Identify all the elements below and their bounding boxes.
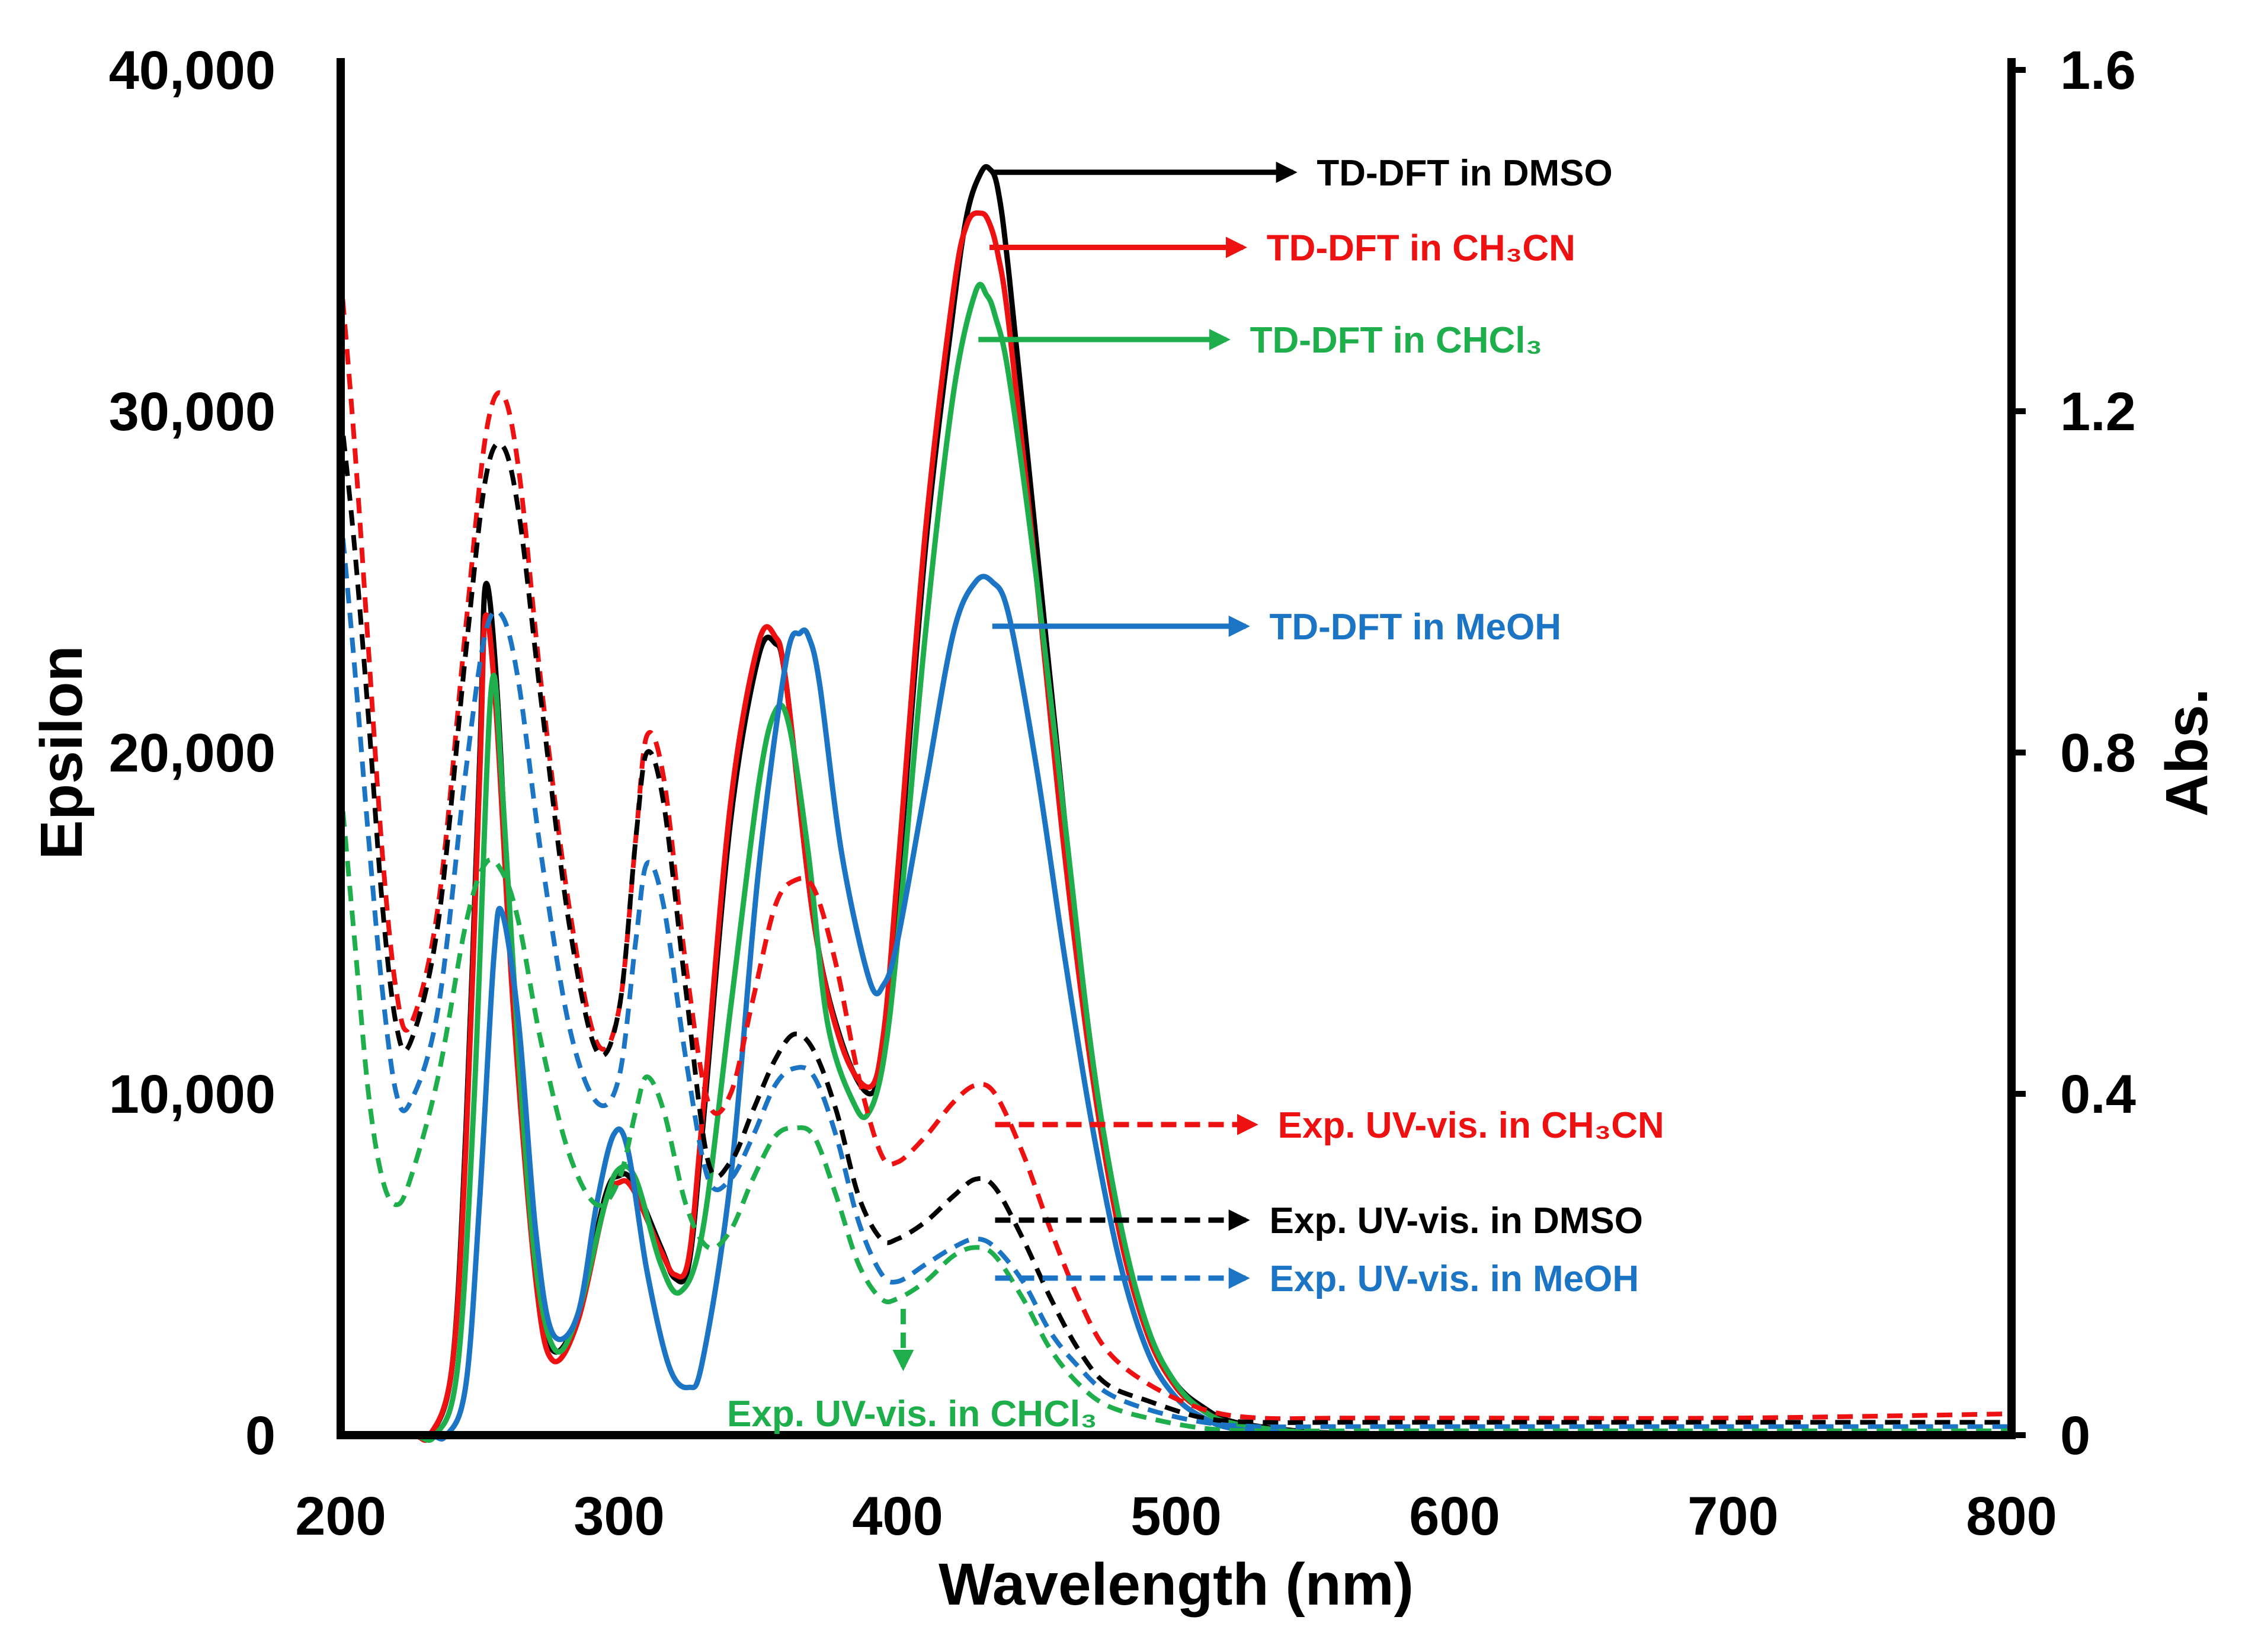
annotation-label-td-ch3cn: TD-DFT in CH₃CN <box>1267 228 1575 269</box>
annotation-label-exp-chcl3: Exp. UV-vis. in CHCl₃ <box>727 1394 1097 1435</box>
x-tick-label: 300 <box>574 1486 665 1547</box>
y-tick-label: 20,000 <box>109 723 276 783</box>
y2-tick-label: 0.4 <box>2060 1064 2136 1125</box>
annotations-group: TD-DFT in DMSO TD-DFT in CH₃CN TD-DFT in C… <box>727 153 1664 1435</box>
x-tick-label: 400 <box>852 1486 943 1547</box>
series-line-exp-uv-vis-in-chcl <box>338 786 2012 1434</box>
x-tick-label: 500 <box>1130 1486 1222 1547</box>
annotation-label-td-chcl3: TD-DFT in CHCl₃ <box>1250 320 1543 361</box>
x-tick-label: 600 <box>1409 1486 1500 1547</box>
y-tick-label: 10,000 <box>109 1064 276 1125</box>
x-tick-label: 700 <box>1687 1486 1779 1547</box>
annotation-label-exp-dmso: Exp. UV-vis. in DMSO <box>1270 1200 1643 1241</box>
annotation-label-td-meoh: TD-DFT in MeOH <box>1270 607 1562 648</box>
annotation-label-exp-meoh: Exp. UV-vis. in MeOH <box>1270 1259 1639 1299</box>
y-tick-label: 0 <box>245 1406 276 1466</box>
series-line-exp-uv-vis-in-dmso <box>338 411 2012 1425</box>
series-line-td-dft-in-chcl <box>341 281 2012 1443</box>
y-axis-title: Epsilon <box>28 645 95 859</box>
y2-tick-label: 0.8 <box>2060 723 2136 783</box>
y2-axis-title: Abs. <box>2154 689 2220 817</box>
annotation-label-exp-ch3cn: Exp. UV-vis. in CH₃CN <box>1278 1105 1664 1146</box>
series-line-exp-uv-vis-in-meoh <box>338 513 2012 1430</box>
x-tick-label: 800 <box>1966 1486 2057 1547</box>
axes-group: 200 300 400 500 600 700 800010,00020,00030,000… <box>109 40 2136 1547</box>
y-tick-label: 40,000 <box>109 40 276 101</box>
x-tick-label: 200 <box>295 1486 386 1547</box>
y2-tick-label: 1.6 <box>2060 40 2136 101</box>
series-line-td-dft-in-meoh <box>341 574 2012 1442</box>
annotation-label-td-dmso: TD-DFT in DMSO <box>1317 153 1612 194</box>
y2-tick-label: 0 <box>2060 1406 2090 1466</box>
y2-tick-label: 1.2 <box>2060 382 2136 442</box>
series-group <box>338 164 2012 1443</box>
x-axis-title: Wavelength (nm) <box>939 1551 1414 1618</box>
y-tick-label: 30,000 <box>109 382 276 442</box>
